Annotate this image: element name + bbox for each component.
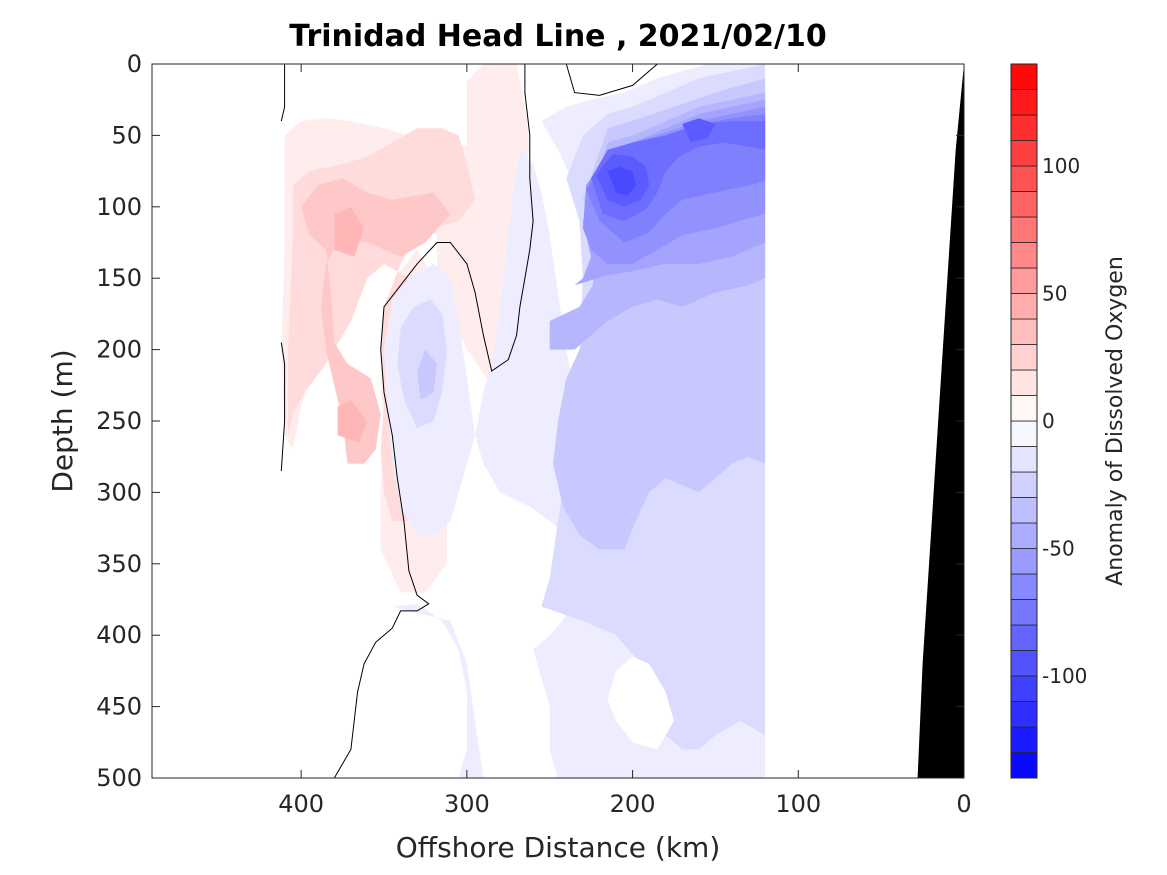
zero-contour-line-1 [280,342,286,472]
colorbar-frame [1010,63,1038,779]
x-tick-label-200: 200 [610,790,656,818]
y-tick-label-0: 0 [127,50,142,78]
zero-contour-lines [280,64,658,778]
y-tick-label-250: 250 [96,407,142,435]
x-axis-label: Offshore Distance (km) [396,831,721,864]
y-tick-label-150: 150 [96,264,142,292]
y-tick-label-200: 200 [96,336,142,364]
contour-region-19 [392,603,484,778]
colorbar-band-20 [1010,344,1038,371]
colorbar-band-110 [1010,114,1038,141]
colorbar-band-0 [1010,395,1038,422]
colorbar-band-90 [1010,165,1038,192]
y-tick-label-350: 350 [96,550,142,578]
colorbar-band--100 [1010,650,1038,677]
colorbar-band-100 [1010,140,1038,167]
colorbar-band-50 [1010,267,1038,294]
colorbar-band--140 [1010,752,1038,779]
y-tick-label-400: 400 [96,621,142,649]
colorbar: 100 50 0 -50 -100 [1010,63,1087,779]
colorbar-band-30 [1010,318,1038,345]
x-axis-ticks: 400 300 200 100 0 [278,64,972,818]
contour-region-18 [607,166,636,196]
colorbar-band--60 [1010,548,1038,575]
x-tick-label-300: 300 [444,790,490,818]
colorbar-band--50 [1010,522,1038,549]
colorbar-band--10 [1010,420,1038,447]
y-tick-label-450: 450 [96,693,142,721]
y-axis-ticks: 0 50 100 150 200 250 300 350 400 450 500 [96,50,964,792]
x-tick-label-100: 100 [775,790,821,818]
contour-region-20 [607,656,674,750]
colorbar-band--90 [1010,624,1038,651]
colorbar-band--70 [1010,573,1038,600]
y-tick-label-500: 500 [96,764,142,792]
x-tick-label-0: 0 [956,790,971,818]
x-tick-label-400: 400 [278,790,324,818]
contour-region-10 [417,349,437,400]
y-axis-label: Depth (m) [46,349,79,492]
colorbar-label: Anomaly of Dissolved Oxygen [1103,256,1128,586]
colorbar-band-120 [1010,89,1038,116]
colorbar-band-60 [1010,242,1038,269]
colorbar-band--80 [1010,599,1038,626]
colorbar-band-40 [1010,293,1038,320]
chart-title: Trinidad Head Line , 2021/02/10 [289,19,826,54]
contour-region-4 [337,399,368,443]
contour-region-17 [682,118,716,143]
contour-regions [281,64,766,778]
y-tick-label-100: 100 [96,193,142,221]
colorbar-band--120 [1010,701,1038,728]
colorbar-band-10 [1010,369,1038,396]
colorbar-band--130 [1010,726,1038,753]
y-tick-label-50: 50 [111,121,142,149]
zero-contour-line-2 [333,64,534,778]
colorbar-band--30 [1010,471,1038,498]
colorbar-band-80 [1010,191,1038,218]
colorbar-band--110 [1010,675,1038,702]
zero-contour-line-0 [280,64,286,122]
colorbar-band-130 [1010,63,1038,90]
colorbar-tick-label-50: 50 [1042,282,1067,306]
colorbar-tick-label-100: 100 [1042,154,1080,178]
y-tick-label-300: 300 [96,478,142,506]
seafloor-wedge [917,64,964,778]
zero-contour-line-3 [565,64,658,96]
colorbar-tick-label--100: -100 [1042,664,1087,688]
colorbar-band--20 [1010,446,1038,473]
contour-region-2 [301,178,451,464]
bathymetry-wedge [917,64,964,778]
colorbar-band--40 [1010,497,1038,524]
contour-region-3 [334,206,365,257]
colorbar-band-70 [1010,216,1038,243]
colorbar-tick-label-0: 0 [1042,409,1055,433]
colorbar-tick-label--50: -50 [1042,537,1075,561]
